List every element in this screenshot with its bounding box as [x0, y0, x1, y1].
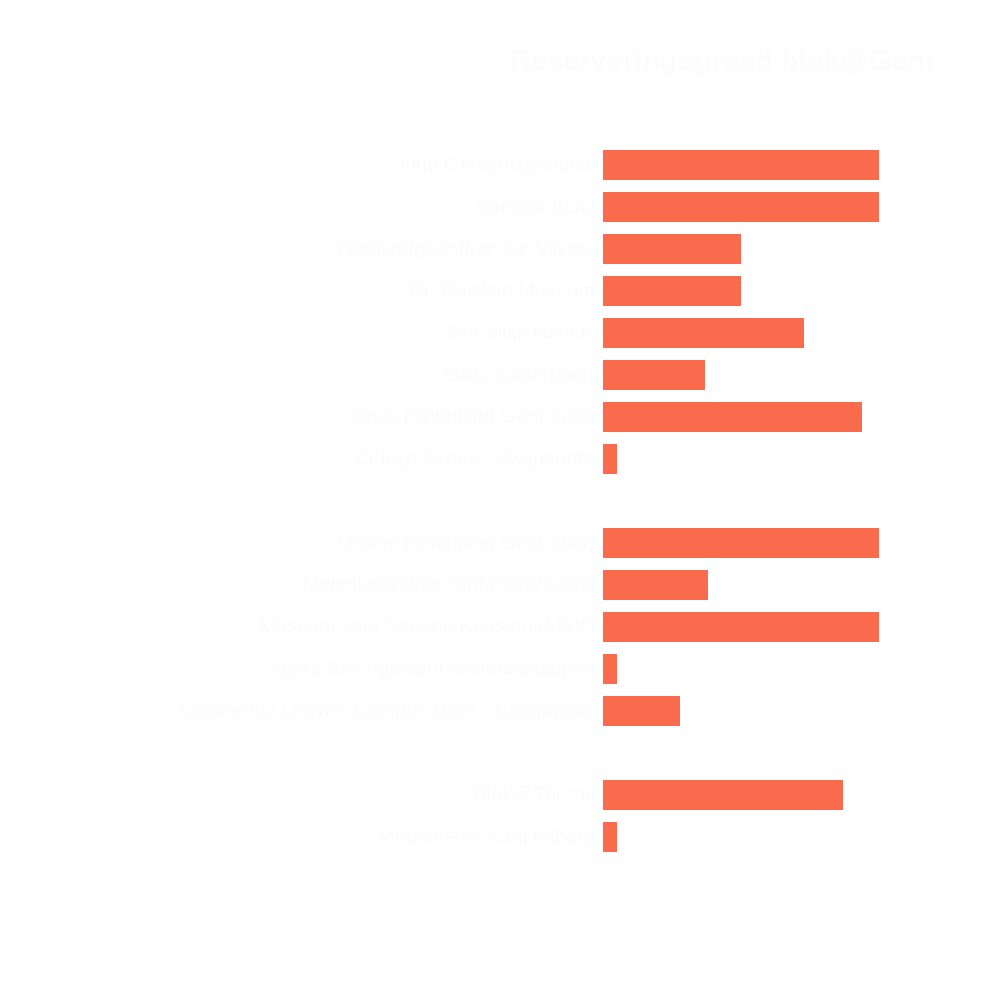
category-label: Sint-Michielshuis [444, 322, 595, 344]
category-label: Agora Bio-ingenieurswetenschappen [268, 658, 595, 680]
category-label: Monnikenzolder Sint-Pietersabdij [302, 574, 595, 596]
chart-row: Blok@Thermi [0, 780, 1000, 810]
chart-spacer-row [0, 486, 1000, 516]
category-label: Colruyt Group - Zwijnaarde [354, 448, 595, 470]
category-label: GAC Zuiderpoort [443, 364, 595, 386]
bar [603, 402, 862, 432]
chart-row: Monnikenzolder Sint-Pietersabdij [0, 570, 1000, 600]
chart-row: Roze (Shopping Gent Zuid) [0, 402, 1000, 432]
bar [603, 360, 705, 390]
chart-row: Oranje (Shopping Gent Zuid) [0, 528, 1000, 558]
chart-row: GAC Zuiderpoort [0, 360, 1000, 390]
bar [603, 150, 879, 180]
chart-row: Odisee/KU Leuven Campus Gent - Campusbib [0, 696, 1000, 726]
chart-row: Sint-Michielshuis [0, 318, 1000, 348]
bar [603, 444, 617, 474]
chart-title: Reserveringsgraad blok@Gent [510, 45, 935, 77]
chart-spacer-row [0, 738, 1000, 768]
bar [603, 528, 879, 558]
category-label: Dr. Guislain Museum [409, 280, 595, 302]
bar [603, 570, 708, 600]
bar [603, 612, 879, 642]
category-label [0, 738, 595, 768]
bar [603, 654, 617, 684]
bar [603, 822, 617, 852]
category-label: Woonzorgcentrum De Vijvers [335, 238, 595, 260]
bar [603, 780, 843, 810]
bar [603, 696, 680, 726]
category-label: Mediatheek Kantienberg [378, 826, 595, 848]
chart-row: Mediatheek Kantienberg [0, 822, 1000, 852]
bar [603, 318, 804, 348]
category-label: Odisee/KU Leuven Campus Gent - Campusbib [179, 700, 595, 722]
bar [603, 276, 741, 306]
category-label [0, 486, 595, 516]
category-label: Oranje (Shopping Gent Zuid) [338, 532, 595, 554]
chart-row: Museum voor Schone Kunsten (MSK) [0, 612, 1000, 642]
chart-row: Oud Gerechtsgebouw [0, 150, 1000, 180]
chart-row: Colruyt Group - Zwijnaarde [0, 444, 1000, 474]
chart-row: Dr. Guislain Museum [0, 276, 1000, 306]
category-label: Roze (Shopping Gent Zuid) [351, 406, 595, 428]
category-label: Museum voor Schone Kunsten (MSK) [259, 616, 595, 638]
chart-row: Agora Bio-ingenieurswetenschappen [0, 654, 1000, 684]
chart-row: Kantoor BDO [0, 192, 1000, 222]
bar [603, 192, 879, 222]
bar [603, 234, 741, 264]
chart-row: Woonzorgcentrum De Vijvers [0, 234, 1000, 264]
category-label: Blok@Thermi [473, 784, 595, 806]
category-label: Oud Gerechtsgebouw [400, 154, 595, 176]
category-label: Kantoor BDO [476, 196, 595, 218]
